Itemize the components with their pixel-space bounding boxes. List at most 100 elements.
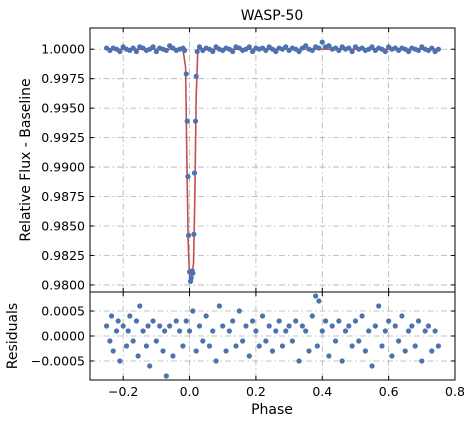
data-point xyxy=(326,353,332,359)
data-point xyxy=(379,343,385,349)
data-point xyxy=(246,353,252,359)
y-tick-label: 0.9825 xyxy=(41,248,85,263)
data-point xyxy=(392,323,398,329)
data-point xyxy=(276,318,282,324)
data-point xyxy=(157,323,163,329)
x-tick-label: 0.6 xyxy=(379,384,399,399)
data-point xyxy=(399,313,405,319)
light-curve-points xyxy=(103,39,442,284)
data-point xyxy=(163,373,169,379)
data-point xyxy=(382,48,388,55)
data-point xyxy=(220,323,226,329)
data-point xyxy=(186,328,193,334)
data-point xyxy=(419,358,425,364)
data-point xyxy=(405,48,412,55)
data-point xyxy=(376,303,382,309)
data-point xyxy=(342,328,349,334)
data-point xyxy=(415,47,422,53)
y-tick-label: −0.0005 xyxy=(31,354,85,369)
data-point xyxy=(372,323,378,329)
y-tick-label: 0.9900 xyxy=(41,160,85,175)
data-point xyxy=(203,313,209,319)
data-point xyxy=(329,323,335,329)
data-point xyxy=(190,270,196,276)
residuals-panel: −0.2 0.0 0.2 0.4 0.6 0.8 −0.0005 0.0000 0.0005 xyxy=(31,291,465,399)
data-point xyxy=(233,343,239,349)
data-point xyxy=(256,343,262,349)
data-point xyxy=(369,363,375,369)
chart-title: WASP-50 xyxy=(241,8,304,24)
data-point xyxy=(289,338,296,344)
data-point xyxy=(123,343,130,349)
data-point xyxy=(210,48,216,55)
data-point xyxy=(191,170,198,176)
data-point xyxy=(163,47,169,53)
data-point xyxy=(216,303,223,309)
data-point xyxy=(196,44,203,50)
data-point xyxy=(192,118,199,124)
data-point xyxy=(113,328,120,334)
y-tick-label: 0.9950 xyxy=(41,101,85,116)
data-point xyxy=(326,43,332,49)
y-tick-label: 0.9850 xyxy=(41,219,85,234)
data-point xyxy=(176,328,183,334)
data-point xyxy=(273,328,279,334)
data-point xyxy=(125,328,131,334)
data-point xyxy=(190,308,196,314)
data-point xyxy=(352,318,359,324)
data-point xyxy=(170,353,176,359)
data-point xyxy=(127,313,133,319)
data-point xyxy=(160,348,166,354)
data-point xyxy=(273,48,279,55)
data-point xyxy=(259,313,266,319)
data-point xyxy=(193,73,199,79)
data-point xyxy=(263,47,269,53)
data-point xyxy=(130,45,136,51)
data-point xyxy=(309,313,315,319)
data-point xyxy=(299,323,305,329)
data-point xyxy=(107,338,113,344)
data-point xyxy=(167,323,173,329)
data-point xyxy=(206,343,213,349)
light-curve-grid xyxy=(90,28,455,292)
data-point xyxy=(313,293,319,299)
data-point xyxy=(196,323,203,329)
data-point xyxy=(309,47,315,53)
data-point xyxy=(140,328,146,334)
light-curve-ylabel: Relative Flux - Baseline xyxy=(18,78,34,241)
data-point xyxy=(135,353,141,359)
data-point xyxy=(346,323,352,329)
residuals-grid xyxy=(90,292,455,380)
data-point xyxy=(150,318,156,324)
residuals-frame xyxy=(89,291,456,381)
light-curve-panel: 0.9800 0.9825 0.9850 0.9875 0.9900 0.9925 0.99… xyxy=(41,27,456,293)
x-tick-label: 0.8 xyxy=(445,384,465,399)
data-point xyxy=(120,323,126,329)
data-point xyxy=(409,323,415,329)
data-point xyxy=(405,328,412,334)
residual-points xyxy=(103,293,442,379)
data-point xyxy=(108,313,115,319)
x-axis-label: Phase xyxy=(251,402,293,418)
data-point xyxy=(117,48,123,55)
y-tick-label: 0.9925 xyxy=(41,130,85,145)
data-point xyxy=(362,348,369,354)
x-tick-label: 0.2 xyxy=(246,384,266,399)
y-tick-label: 0.0000 xyxy=(41,329,85,344)
data-point xyxy=(246,44,252,50)
data-point xyxy=(150,44,156,50)
data-point xyxy=(184,118,190,124)
data-point xyxy=(103,323,110,329)
data-point xyxy=(412,343,418,349)
data-point xyxy=(117,358,123,364)
data-point xyxy=(359,313,365,319)
data-point xyxy=(283,44,289,50)
data-point xyxy=(137,303,143,309)
y-tick-label: 0.0005 xyxy=(41,304,85,319)
data-point xyxy=(306,348,312,354)
data-point xyxy=(402,348,408,354)
data-point xyxy=(316,298,322,304)
data-point xyxy=(422,328,428,334)
data-point xyxy=(115,318,121,324)
